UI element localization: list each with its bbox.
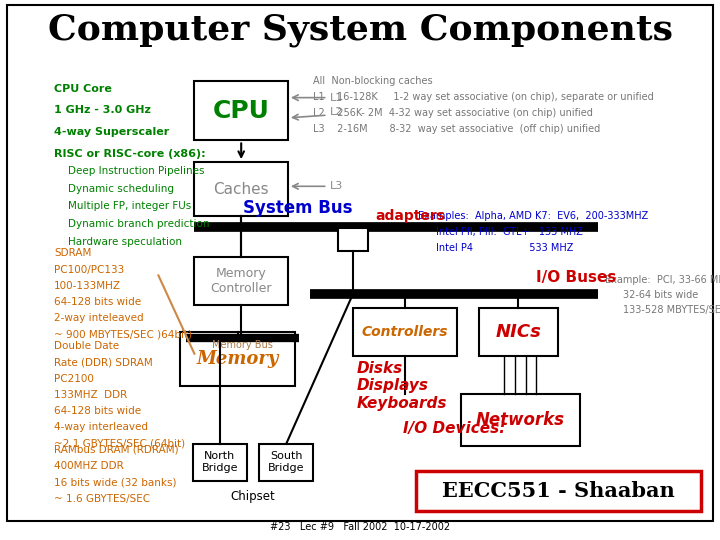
Text: Deep Instruction Pipelines: Deep Instruction Pipelines <box>68 166 205 176</box>
Text: NICs: NICs <box>495 323 541 341</box>
Bar <box>193 444 247 481</box>
Bar <box>353 308 457 356</box>
Text: Computer System Components: Computer System Components <box>48 13 672 46</box>
Text: 4-way interleaved: 4-way interleaved <box>54 422 148 433</box>
Text: ~ 900 MBYTES/SEC )64bit): ~ 900 MBYTES/SEC )64bit) <box>54 329 192 340</box>
Text: L2: L2 <box>330 107 343 117</box>
Text: Intel PII, PIII:  GTL+   133 MHZ: Intel PII, PIII: GTL+ 133 MHZ <box>436 227 582 237</box>
Text: Double Date: Double Date <box>54 341 119 352</box>
Bar <box>259 444 313 481</box>
Text: 100-133MHZ: 100-133MHZ <box>54 281 121 291</box>
Text: Hardware speculation: Hardware speculation <box>68 237 182 247</box>
Text: L1    16-128K     1-2 way set associative (on chip), separate or unified: L1 16-128K 1-2 way set associative (on c… <box>313 92 654 102</box>
Text: PC2100: PC2100 <box>54 374 94 384</box>
Text: Networks: Networks <box>476 411 564 429</box>
Text: Dynamic branch prediction: Dynamic branch prediction <box>68 219 210 230</box>
Text: 64-128 bits wide: 64-128 bits wide <box>54 297 141 307</box>
Text: L3    2-16M       8-32  way set associative  (off chip) unified: L3 2-16M 8-32 way set associative (off c… <box>313 124 600 134</box>
Text: Examples:  Alpha, AMD K7:  EV6,  200-333MHZ: Examples: Alpha, AMD K7: EV6, 200-333MHZ <box>418 211 648 221</box>
Bar <box>194 256 288 305</box>
Text: 32-64 bits wide: 32-64 bits wide <box>623 290 698 300</box>
Text: I/O Buses: I/O Buses <box>536 269 617 285</box>
Text: Memory: Memory <box>197 350 279 368</box>
Text: PC100/PC133: PC100/PC133 <box>54 265 125 275</box>
Text: L2    256K- 2M  4-32 way set associative (on chip) unified: L2 256K- 2M 4-32 way set associative (on… <box>313 108 593 118</box>
Bar <box>194 162 288 216</box>
Text: 133MHZ  DDR: 133MHZ DDR <box>54 390 127 400</box>
Text: Example:  PCI, 33-66 MHZ: Example: PCI, 33-66 MHZ <box>605 275 720 286</box>
Text: adapters: adapters <box>375 209 445 223</box>
Text: ~2.1 GBYTES/SEC (64bit): ~2.1 GBYTES/SEC (64bit) <box>54 438 185 449</box>
Text: Disks
Displays
Keyboards: Disks Displays Keyboards <box>356 361 447 410</box>
Bar <box>194 81 288 140</box>
Text: North
Bridge: North Bridge <box>202 451 238 473</box>
Text: Multiple FP, integer FUs: Multiple FP, integer FUs <box>68 201 192 212</box>
Text: SDRAM: SDRAM <box>54 248 91 259</box>
Text: #23   Lec #9   Fall 2002  10-17-2002: #23 Lec #9 Fall 2002 10-17-2002 <box>270 522 450 531</box>
Text: All  Non-blocking caches: All Non-blocking caches <box>313 76 433 86</box>
Text: L1: L1 <box>330 93 343 103</box>
Text: South
Bridge: South Bridge <box>268 451 305 473</box>
Text: I/O Devices:: I/O Devices: <box>403 421 505 436</box>
Text: System Bus: System Bus <box>243 199 352 217</box>
Bar <box>180 332 295 386</box>
Text: 4-way Superscaler: 4-way Superscaler <box>54 127 169 137</box>
Text: Chipset: Chipset <box>230 490 276 503</box>
Text: Controllers: Controllers <box>361 325 449 339</box>
Text: 400MHZ DDR: 400MHZ DDR <box>54 461 124 471</box>
Text: Dynamic scheduling: Dynamic scheduling <box>68 184 174 194</box>
Bar <box>416 471 701 511</box>
Text: 133-528 MBYTES/SEC: 133-528 MBYTES/SEC <box>623 305 720 315</box>
Text: ~ 1.6 GBYTES/SEC: ~ 1.6 GBYTES/SEC <box>54 494 150 504</box>
Text: 16 bits wide (32 banks): 16 bits wide (32 banks) <box>54 477 176 488</box>
Text: 64-128 bits wide: 64-128 bits wide <box>54 406 141 416</box>
Text: CPU Core: CPU Core <box>54 84 112 94</box>
Text: 2-way inteleaved: 2-way inteleaved <box>54 313 143 323</box>
Text: 1 GHz - 3.0 GHz: 1 GHz - 3.0 GHz <box>54 105 151 116</box>
Text: Caches: Caches <box>213 181 269 197</box>
Text: RAMbus DRAM (RDRAM): RAMbus DRAM (RDRAM) <box>54 445 179 455</box>
Text: L3: L3 <box>330 181 343 191</box>
Bar <box>479 308 558 356</box>
Text: CPU: CPU <box>213 99 269 123</box>
Text: Memory Bus: Memory Bus <box>212 340 274 350</box>
Text: Rate (DDR) SDRAM: Rate (DDR) SDRAM <box>54 357 153 368</box>
Text: EECC551 - Shaaban: EECC551 - Shaaban <box>442 481 675 501</box>
Bar <box>338 228 368 251</box>
Text: Memory
Controller: Memory Controller <box>210 267 272 295</box>
Text: Intel P4                  533 MHZ: Intel P4 533 MHZ <box>436 243 573 253</box>
Bar <box>461 394 580 446</box>
Text: RISC or RISC-core (x86):: RISC or RISC-core (x86): <box>54 148 206 159</box>
